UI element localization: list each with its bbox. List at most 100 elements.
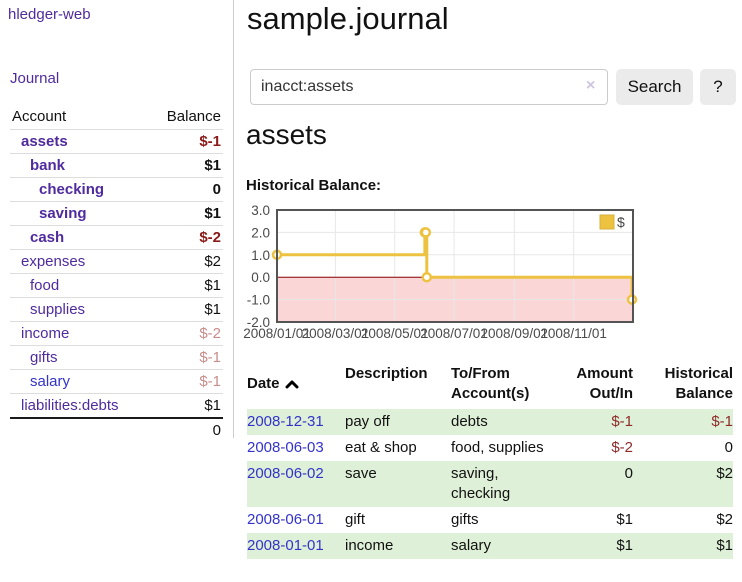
transaction-balance: $1 (716, 537, 733, 554)
transaction-description: income (345, 537, 394, 554)
account-balance: $-1 (199, 349, 221, 366)
account-total-row: 0 (10, 417, 223, 441)
sidebar-account-row: cash $-2 (10, 225, 223, 249)
sidebar-account-row: food $1 (10, 273, 223, 297)
sidebar-account-row: bank $1 (10, 153, 223, 177)
sidebar-account-row: saving $1 (10, 201, 223, 225)
sort-ascending-chevron-icon (285, 380, 299, 388)
sidebar-divider (233, 0, 234, 438)
transaction-balance: $2 (716, 511, 733, 528)
page-title: sample.journal (247, 1, 449, 36)
y-tick-label: 1.0 (251, 248, 270, 263)
historical-column-header: Historical Balance (664, 365, 733, 402)
transaction-amount: $1 (616, 511, 633, 528)
account-column-header: Account (12, 107, 67, 125)
tofrom-column-header: To/From Account(s) (451, 365, 530, 402)
sidebar-account-row: salary $-1 (10, 369, 223, 393)
sidebar-account-link-expenses[interactable]: expenses (21, 253, 86, 270)
account-balance: $1 (204, 205, 221, 222)
sidebar-account-row: expenses $2 (10, 249, 223, 273)
transaction-accounts: food, supplies (451, 439, 544, 456)
transaction-date-link[interactable]: 2008-06-01 (247, 511, 324, 528)
transaction-balance: $2 (716, 465, 733, 482)
sidebar-account-row: supplies $1 (10, 297, 223, 321)
data-point-marker (421, 271, 433, 283)
historical-balance-chart: 3.0 2.0 1.0 0.0 -1.0 -2.02008/01/012008/03/01… (243, 203, 638, 341)
transaction-accounts: saving, checking (451, 465, 511, 502)
legend-swatch (599, 214, 615, 230)
sidebar-account-link-food[interactable]: food (30, 277, 60, 294)
transaction-amount: $-2 (611, 439, 633, 456)
sidebar-account-link-income[interactable]: income (21, 325, 70, 342)
transaction-balance: $-1 (711, 413, 733, 430)
balance-column-header: Balance (166, 107, 221, 125)
x-tick-label: 2008/09/01 (481, 326, 549, 341)
data-point-marker (420, 227, 432, 238)
sidebar-account-link-supplies[interactable]: supplies (30, 301, 86, 318)
sidebar-account-row: checking 0 (10, 177, 223, 201)
x-tick-label: 2008/05/01 (361, 326, 429, 341)
account-balance: $-2 (199, 229, 221, 246)
account-balance: $1 (204, 157, 221, 174)
sidebar-item-journal[interactable]: Journal (10, 70, 60, 87)
sidebar-account-tree: Account Balance assets $-1 bank $1 checking 0… (10, 103, 223, 441)
transaction-balance: 0 (724, 439, 733, 456)
account-rows: assets $-1 bank $1 checking 0 saving $1 cash $-2 e… (10, 129, 223, 417)
account-heading: assets (246, 119, 327, 150)
sidebar-account-row: assets $-1 (10, 129, 223, 153)
register-row: 2008-12-31 pay off debts $-1 $-1 (247, 409, 733, 435)
account-tree-header: Account Balance (10, 103, 223, 129)
register-row: 2008-06-01 gift gifts $1 $2 (247, 507, 733, 533)
chart-heading: Historical Balance: (246, 177, 382, 194)
y-tick-label: 3.0 (251, 203, 270, 218)
account-balance: $-2 (199, 325, 221, 342)
register-row: 2008-06-03 eat & shop food, supplies $-2 0 (247, 435, 733, 461)
register-row: 2008-01-01 income salary $1 $1 (247, 533, 733, 559)
transaction-accounts: debts (451, 413, 488, 430)
transaction-amount: $1 (616, 537, 633, 554)
y-tick-label: -2.0 (247, 315, 270, 330)
sidebar-account-link-salary[interactable]: salary (30, 373, 71, 390)
register-header-row: Date Description To/From Account(s) Amou… (247, 361, 733, 409)
sidebar-account-link-cash[interactable]: cash (30, 229, 65, 246)
amount-column-header: Amount Out/In (576, 365, 633, 402)
x-tick-label: 2008/01/01 (243, 326, 311, 341)
account-balance: $-1 (199, 133, 221, 150)
search-input[interactable] (250, 69, 608, 105)
x-tick-label: 2008/03/01 (302, 326, 370, 341)
transaction-description: pay off (345, 413, 390, 430)
account-balance: 0 (212, 181, 221, 198)
app-brand-link[interactable]: hledger-web (8, 6, 91, 23)
transaction-date-link[interactable]: 2008-01-01 (247, 537, 324, 554)
transaction-amount: $-1 (611, 413, 633, 430)
help-button[interactable]: ? (700, 69, 736, 105)
transaction-date-link[interactable]: 2008-06-02 (247, 465, 324, 482)
sidebar-account-link-saving[interactable]: saving (39, 205, 87, 222)
sidebar-account-link-assets[interactable]: assets (21, 133, 68, 150)
sidebar-account-row: gifts $-1 (10, 345, 223, 369)
sidebar-account-link-liabilities-debts[interactable]: liabilities:debts (21, 397, 119, 414)
sidebar-account-link-bank[interactable]: bank (30, 157, 66, 174)
register-rows: 2008-12-31 pay off debts $-1 $-1 2008-06-03 ea… (247, 409, 733, 559)
transaction-description: eat & shop (345, 439, 417, 456)
transaction-description: gift (345, 511, 366, 528)
transaction-date-link[interactable]: 2008-06-03 (247, 439, 324, 456)
date-column-header[interactable]: Date (247, 361, 345, 409)
transaction-accounts: salary (451, 537, 492, 554)
clear-search-icon[interactable]: × (586, 77, 596, 94)
account-total-balance: 0 (212, 421, 221, 439)
transaction-accounts: gifts (451, 511, 479, 528)
register-table: Date Description To/From Account(s) Amou… (247, 361, 733, 559)
y-tick-label: 2.0 (251, 225, 270, 240)
legend-label: $ (617, 214, 625, 230)
x-tick-label: 2008/07/01 (420, 326, 488, 341)
transaction-date-link[interactable]: 2008-12-31 (247, 413, 324, 430)
sidebar-account-link-checking[interactable]: checking (39, 181, 105, 198)
sidebar-account-row: liabilities:debts $1 (10, 393, 223, 417)
account-balance: $1 (204, 397, 221, 414)
register-row: 2008-06-02 save saving, checking 0 $2 (247, 461, 733, 507)
sidebar-account-link-gifts[interactable]: gifts (30, 349, 58, 366)
account-balance: $2 (204, 253, 221, 270)
search-button[interactable]: Search (616, 69, 693, 105)
transaction-amount: 0 (624, 465, 633, 482)
